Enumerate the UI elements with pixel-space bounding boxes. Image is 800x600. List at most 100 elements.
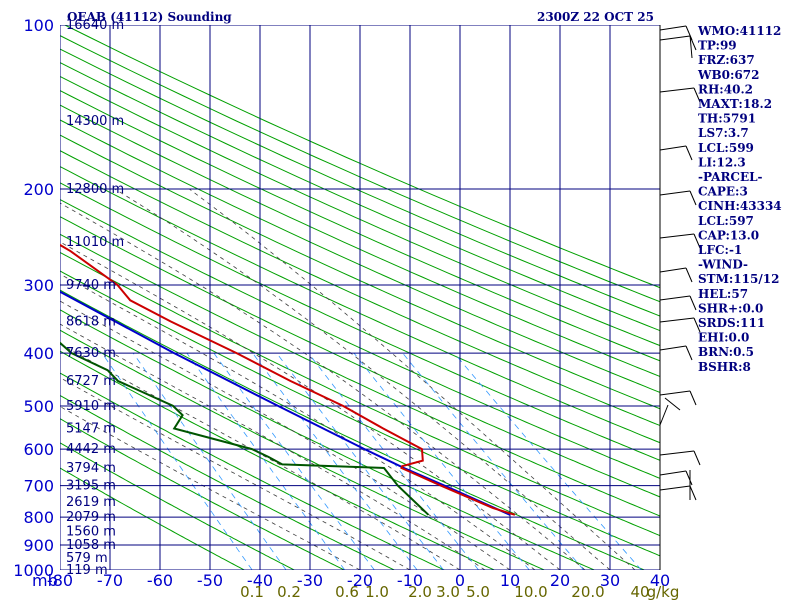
dry-adiabat-line xyxy=(60,270,660,557)
stat-line: MAXT:18.2 xyxy=(698,97,772,111)
mixing-ratio-label: 5.0 xyxy=(466,583,490,600)
temperature-tick-label: -20 xyxy=(347,571,373,590)
dry-adiabat-line xyxy=(60,165,660,444)
pressure-tick-label: 900 xyxy=(23,536,54,555)
wind-barb-flag xyxy=(659,404,669,426)
temperature-tick-label: -10 xyxy=(397,571,423,590)
dry-adiabat-line xyxy=(60,442,296,570)
wind-barb-flag xyxy=(693,450,701,466)
stat-line: LI:12.3 xyxy=(698,155,746,169)
dry-adiabat-line xyxy=(60,198,660,479)
mixing-ratio-label: 0.1 xyxy=(240,583,264,600)
wind-barb-shaft xyxy=(659,35,691,41)
wind-barb-flag xyxy=(689,390,697,406)
pressure-unit-label: mb xyxy=(32,571,58,590)
stat-line: WB0:672 xyxy=(697,68,759,82)
wind-barb-shaft xyxy=(689,34,693,59)
stat-line: BSHR:8 xyxy=(698,360,751,374)
stat-line: SRDS:111 xyxy=(698,316,765,330)
wind-barb-shaft xyxy=(659,485,691,491)
height-label: 1560 m xyxy=(66,525,116,540)
wind-barb-shaft xyxy=(659,470,687,476)
stat-line: LS7:3.7 xyxy=(698,126,749,140)
wind-barb-shaft xyxy=(659,87,695,93)
stat-line: RH:40.2 xyxy=(698,82,753,96)
temperature-tick-label: 20 xyxy=(550,571,570,590)
stat-line: BRN:0.5 xyxy=(698,345,754,359)
mixing-ratio-label: 10.0 xyxy=(514,583,547,600)
stat-line: TP:99 xyxy=(698,39,737,53)
wind-barb-flag xyxy=(689,35,697,51)
wind-barb-flag xyxy=(693,317,701,333)
stat-line: HEL:57 xyxy=(698,287,748,301)
dry-adiabat-line xyxy=(60,104,660,378)
height-label: 11010 m xyxy=(66,235,124,250)
dry-adiabat-line xyxy=(60,48,660,317)
temperature-tick-label: -80 xyxy=(47,571,73,590)
temperature-tick-label: -70 xyxy=(97,571,123,590)
dewpoint-trace xyxy=(60,341,430,516)
wind-barb-shaft xyxy=(659,317,695,323)
mixing-ratio-label: 40 xyxy=(630,583,649,600)
chart-datetime: 2300Z 22 OCT 25 xyxy=(537,10,654,24)
pressure-tick-label: 300 xyxy=(23,276,54,295)
wind-barb-shaft xyxy=(659,145,687,151)
height-label: 2619 m xyxy=(66,495,116,510)
height-label: 7630 m xyxy=(66,346,116,361)
wind-barb-flag xyxy=(685,470,693,486)
temperature-tick-label: -40 xyxy=(247,571,273,590)
height-label: 2079 m xyxy=(66,510,116,525)
parcel-trace xyxy=(60,290,511,516)
dry-adiabat-line xyxy=(60,467,246,570)
height-label: 3195 m xyxy=(66,479,116,494)
moist-adiabat-line xyxy=(189,188,636,570)
wind-barb-flag xyxy=(689,190,697,206)
dry-adiabat-line xyxy=(60,394,396,570)
wind-barb-flag xyxy=(685,345,693,361)
mixing-ratio-label: 0.2 xyxy=(277,583,301,600)
dry-adiabat-line xyxy=(60,35,660,303)
wind-barb-flag xyxy=(693,233,701,249)
height-label: 16640 m xyxy=(66,18,124,33)
height-label: 9740 m xyxy=(66,278,116,293)
dry-adiabat-line xyxy=(60,289,646,570)
height-label: 5910 m xyxy=(66,399,116,414)
height-label: 119 m xyxy=(66,563,108,578)
dry-adiabat-line xyxy=(60,251,660,537)
stat-line: CAP:13.0 xyxy=(698,228,759,242)
height-label: 5147 m xyxy=(66,421,116,436)
mixing-ratio-label: 0.6 xyxy=(335,583,359,600)
stat-line: STM:115/12 xyxy=(698,272,779,286)
pressure-tick-label: 700 xyxy=(23,477,54,496)
profile-layer xyxy=(60,243,516,516)
pressure-tick-label: 400 xyxy=(23,344,54,363)
stat-line: CINH:43334 xyxy=(698,199,782,213)
mixing-ratio-label: 1.0 xyxy=(365,583,389,600)
dry-adiabat-line xyxy=(60,90,660,362)
wind-barb-flag xyxy=(685,145,693,161)
stat-line: FRZ:637 xyxy=(698,53,755,67)
wind-barb-flag xyxy=(689,295,697,311)
height-label: 14300 m xyxy=(66,114,124,129)
temperature-trace xyxy=(60,243,516,516)
chart-title: OEAB (41112) Sounding xyxy=(67,10,232,24)
dry-adiabat-line xyxy=(60,350,496,570)
wind-barb-shaft xyxy=(659,450,695,456)
wind-barb-flag xyxy=(693,87,701,103)
wind-barb-flag xyxy=(664,397,681,411)
pressure-tick-label: 100 xyxy=(23,16,54,35)
stats-panel: WMO:41112TP:99FRZ:637WB0:672RH:40.2MAXT:… xyxy=(697,24,782,374)
wind-barb-flag xyxy=(685,267,693,283)
dry-adiabat-line xyxy=(60,309,596,570)
pressure-tick-label: 1000 xyxy=(13,561,54,580)
moist-adiabat-line xyxy=(60,300,511,570)
stat-line: WMO:41112 xyxy=(697,24,781,38)
wind-barb-shaft xyxy=(659,25,687,31)
pressure-tick-label: 600 xyxy=(23,440,54,459)
stat-line: TH:5791 xyxy=(698,112,756,126)
height-label: 6727 m xyxy=(66,374,116,389)
stat-line: -WIND- xyxy=(698,258,748,272)
wind-barb-shaft xyxy=(659,233,695,239)
